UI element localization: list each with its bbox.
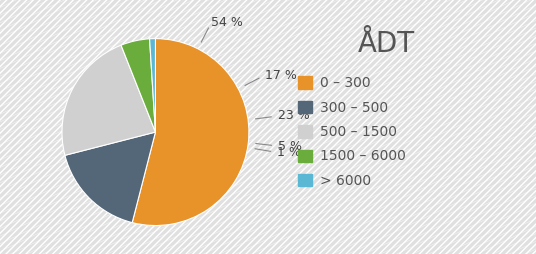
Text: 23 %: 23 % (278, 109, 309, 122)
Text: 54 %: 54 % (212, 16, 243, 29)
Wedge shape (65, 132, 155, 223)
Wedge shape (132, 39, 249, 226)
Legend: 0 – 300, 300 – 500, 500 – 1500, 1500 – 6000, > 6000: 0 – 300, 300 – 500, 500 – 1500, 1500 – 6… (298, 76, 406, 188)
Wedge shape (121, 39, 155, 132)
Wedge shape (62, 45, 155, 155)
Wedge shape (150, 39, 155, 132)
Text: 17 %: 17 % (265, 69, 297, 82)
Text: 5 %: 5 % (278, 139, 302, 153)
Text: 1 %: 1 % (277, 146, 301, 159)
Text: ÅDT: ÅDT (358, 30, 414, 58)
